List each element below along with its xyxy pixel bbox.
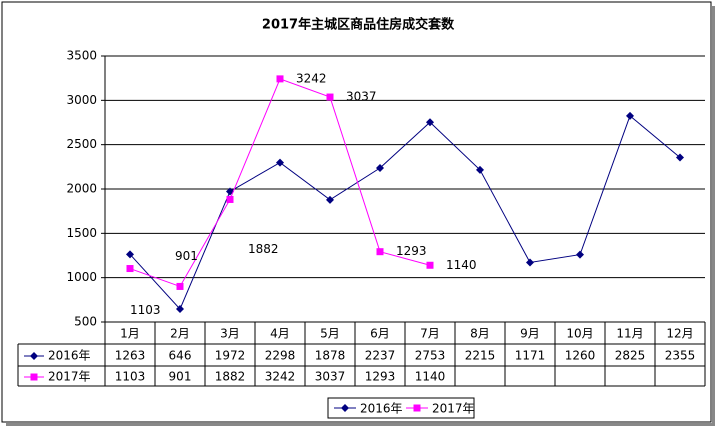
x-tick-label: 2月: [170, 327, 190, 341]
x-tick-label: 10月: [566, 327, 593, 341]
data-point: [426, 118, 434, 127]
data-point: [226, 195, 234, 203]
table-cell: 1103: [115, 370, 146, 384]
table-cell: 1140: [415, 370, 446, 384]
table-cell: 1171: [515, 349, 546, 363]
x-tick-label: 8月: [470, 327, 490, 341]
table-cell: 1293: [365, 370, 396, 384]
legend-label: 2017年: [432, 402, 475, 416]
table-row-header: 2017年: [48, 370, 91, 384]
data-label: 901: [175, 249, 198, 263]
chart-frame: [1, 1, 712, 423]
data-point: [576, 250, 584, 259]
data-point: [326, 195, 334, 204]
table-cell: 646: [169, 349, 192, 363]
table-cell: 2298: [265, 349, 296, 363]
x-tick-label: 6月: [370, 327, 390, 341]
data-label: 3242: [296, 71, 327, 85]
table-cell: 2825: [615, 349, 646, 363]
data-point: [376, 163, 384, 172]
chart-title: 2017年主城区商品住房成交套数: [262, 17, 455, 33]
table-cell: 1882: [215, 370, 246, 384]
x-tick-label: 11月: [616, 327, 643, 341]
data-point: [276, 75, 284, 83]
y-tick-label: 1000: [66, 270, 97, 284]
data-point: [476, 165, 484, 174]
frame-shadow: [712, 6, 715, 425]
data-point: [426, 261, 434, 269]
data-label: 3037: [346, 90, 377, 104]
table-cell: 2753: [415, 349, 446, 363]
x-tick-label: 9月: [520, 327, 540, 341]
legend-marker: [413, 404, 421, 412]
data-point: [176, 282, 184, 290]
legend-label: 2016年: [360, 402, 403, 416]
data-point: [326, 93, 334, 101]
data-point: [126, 250, 134, 259]
y-tick-label: 2500: [66, 137, 97, 151]
table-cell: 2355: [665, 349, 696, 363]
table-row-header: 2016年: [48, 349, 91, 363]
legend-box: [327, 397, 475, 419]
table-cell: 3037: [315, 370, 346, 384]
data-point: [376, 248, 384, 256]
data-point: [626, 111, 634, 120]
data-label: 1293: [396, 244, 427, 258]
table-cell: 3242: [265, 370, 296, 384]
table-cell: 1263: [115, 349, 146, 363]
table-cell: 1260: [565, 349, 596, 363]
table-cell: 2237: [365, 349, 396, 363]
y-tick-label: 2000: [66, 182, 97, 196]
data-label: 1882: [248, 242, 279, 256]
y-tick-label: 1500: [66, 226, 97, 240]
x-tick-label: 3月: [220, 327, 240, 341]
table-legend-marker: [30, 373, 38, 381]
legend-marker: [341, 404, 349, 412]
data-point: [526, 258, 534, 267]
y-tick-label: 3000: [66, 93, 97, 107]
table-legend-marker: [30, 352, 38, 360]
x-tick-label: 5月: [320, 327, 340, 341]
x-tick-label: 12月: [666, 327, 693, 341]
table-cell: 2215: [465, 349, 496, 363]
x-tick-label: 1月: [120, 327, 140, 341]
table-cell: 901: [169, 370, 192, 384]
x-tick-label: 7月: [420, 327, 440, 341]
x-tick-label: 4月: [270, 327, 290, 341]
data-label: 1140: [446, 258, 477, 272]
series-line: [129, 115, 681, 310]
data-point: [276, 158, 284, 167]
y-tick-label: 500: [74, 315, 97, 329]
y-tick-label: 3500: [66, 49, 97, 63]
data-label: 1103: [130, 303, 161, 317]
table-cell: 1878: [315, 349, 346, 363]
data-point: [176, 305, 184, 314]
frame-shadow: [6, 423, 715, 426]
data-point: [126, 265, 134, 273]
data-point: [676, 153, 684, 162]
table-cell: 1972: [215, 349, 246, 363]
